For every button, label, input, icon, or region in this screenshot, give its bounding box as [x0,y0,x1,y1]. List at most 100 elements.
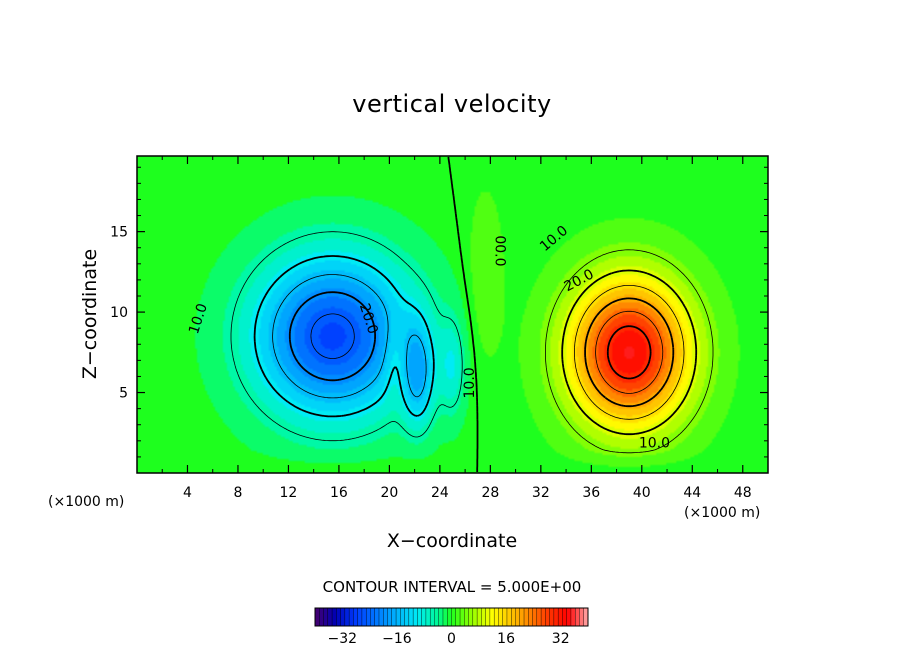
colorbar-swatch [383,607,389,627]
y-axis-label: Z−coordinate [79,249,101,379]
colorbar-swatch [451,607,457,627]
x-tick-label: 4 [183,485,192,501]
plot-frame [136,155,769,474]
x-axis-unit-right: (×1000 m) [684,505,760,521]
y-tick-label: 15 [110,225,128,241]
colorbar-swatch [434,607,440,627]
x-tick-label: 28 [481,485,499,501]
colorbar-swatch [404,607,410,627]
y-tick-label: 5 [119,386,128,402]
colorbar-swatch [493,607,499,627]
colorbar-swatch [425,607,431,627]
contour-line [574,285,685,420]
contour-line [253,255,435,418]
colorbar-swatch [468,607,474,627]
colorbar-swatch [353,607,359,627]
colorbar-swatch [472,607,478,627]
colorbar-swatch [344,607,350,627]
x-axis-label: X−coordinate [387,530,517,552]
colorbar-tick-label: 32 [552,631,570,647]
contour-line [310,313,355,359]
colorbar-swatch [336,607,342,627]
colorbar-swatch [412,607,418,627]
colorbar-swatch [395,607,401,627]
colorbar-tick-label: −32 [328,631,358,647]
colorbar-swatch [519,607,525,627]
colorbar-swatch [459,607,465,627]
colorbar-swatch [314,607,320,627]
colorbar-swatch [476,607,482,627]
colorbar-swatch [408,607,414,627]
velocity-heatmap [137,156,768,473]
colorbar-swatch [442,607,448,627]
colorbar-swatch [400,607,406,627]
colorbar-swatch [549,607,555,627]
chart-title: vertical velocity [352,90,551,118]
colorbar [314,607,589,627]
colorbar-swatch [323,607,329,627]
colorbar-swatch [566,607,572,627]
x-tick-label: 12 [280,485,298,501]
contour-line [447,156,479,472]
colorbar-swatch [361,607,367,627]
contour-line [230,231,463,442]
colorbar-swatch [570,607,576,627]
y-axis: 5 10 15 [110,166,768,458]
colorbar-swatch [523,607,529,627]
x-tick-label: 44 [683,485,701,501]
colorbar-swatch [506,607,512,627]
colorbar-swatch [365,607,371,627]
colorbar-swatch [553,607,559,627]
colorbar-swatch [438,607,444,627]
colorbar-frame [314,607,589,627]
colorbar-swatch [357,607,363,627]
x-tick-label: 8 [233,485,242,501]
colorbar-swatch [489,607,495,627]
colorbar-swatch [485,607,491,627]
x-axis: 4 8 12 16 20 24 28 32 36 40 44 48 [161,156,752,501]
contour-line [272,274,427,399]
colorbar-swatch [532,607,538,627]
x-tick-label: 20 [380,485,398,501]
x-tick-label: 16 [330,485,348,501]
contour-lines [230,156,714,472]
colorbar-swatch [429,607,435,627]
colorbar-swatch [391,607,397,627]
colorbar-swatch [370,607,376,627]
contour-label: 10.0 [639,435,670,451]
colorbar-swatch [575,607,580,627]
contour-line [288,291,376,382]
x-axis-unit-left: (×1000 m) [48,494,124,510]
x-tick-label: 24 [431,485,449,501]
x-tick-label: 36 [582,485,600,501]
colorbar-swatch [528,607,534,627]
colorbar-swatch [417,607,423,627]
colorbar-swatch [536,607,542,627]
x-tick-label: 48 [734,485,752,501]
colorbar-swatch [515,607,521,627]
y-tick-label: 10 [110,305,128,321]
colorbar-swatch [421,607,427,627]
contour-line [595,310,664,394]
contour-line [561,269,698,436]
contour-line [606,325,652,380]
contour-line [584,297,675,408]
contour-label: 10.0 [462,367,478,398]
colorbar-swatch [540,607,546,627]
x-tick-label: 32 [532,485,550,501]
colorbar-swatch [374,607,380,627]
colorbar-swatch [511,607,516,627]
colorbar-swatch [327,607,333,627]
colorbar-swatch [348,607,354,627]
colorbar-tick-label: 0 [447,631,456,647]
colorbar-swatch [378,607,384,627]
colorbar-swatch [340,607,346,627]
colorbar-swatch [387,607,393,627]
colorbar-swatch [319,607,325,627]
colorbar-tick-label: −16 [382,631,412,647]
colorbar-swatch [545,607,551,627]
colorbar-swatch [481,607,487,627]
colorbar-swatch [502,607,508,627]
contour-interval-text: CONTOUR INTERVAL = 5.000E+00 [323,578,582,596]
